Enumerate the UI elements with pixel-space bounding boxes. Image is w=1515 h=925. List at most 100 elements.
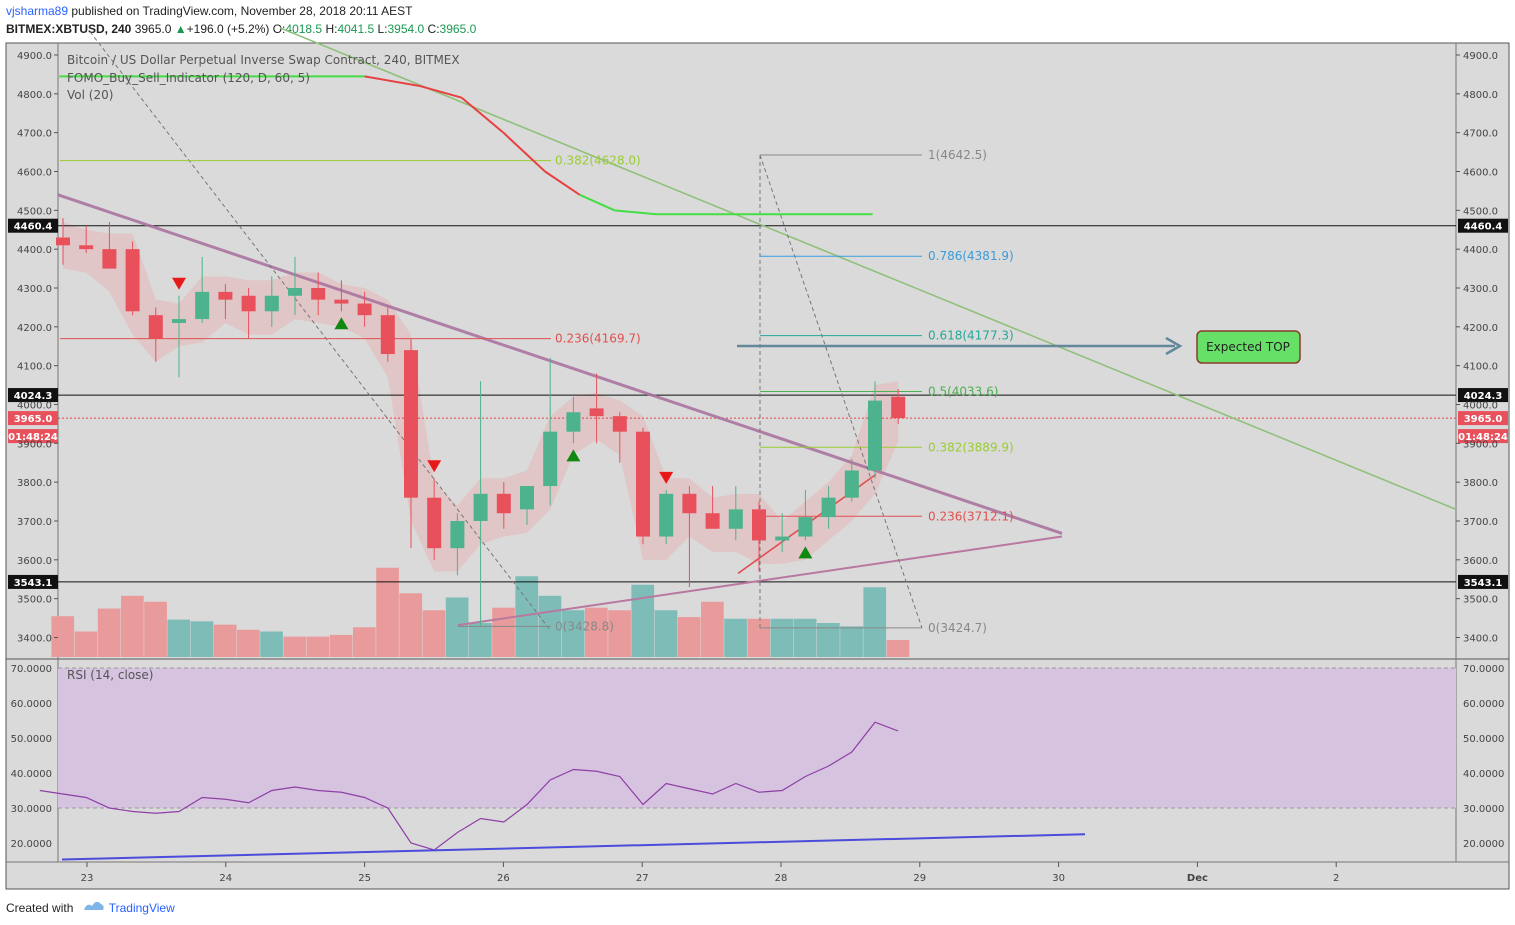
time-tick-label: 26 xyxy=(497,873,510,884)
volume-bar xyxy=(585,607,608,657)
volume-bar xyxy=(422,610,446,657)
long-trendline xyxy=(279,27,1457,511)
price-tick-label-left: 4500.0 xyxy=(17,206,52,217)
support-badge-bg xyxy=(1458,574,1508,589)
candle-body xyxy=(775,536,790,541)
time-tick-label: 2 xyxy=(1333,873,1339,884)
tradingview-logo-icon xyxy=(83,900,105,910)
candle-body xyxy=(636,431,650,537)
rsi-tick-label-right: 30.0000 xyxy=(1463,804,1504,815)
last-price: 3965.0 xyxy=(134,22,172,36)
price-tick-label-right: 4400.0 xyxy=(1463,245,1498,256)
candle-body xyxy=(218,291,233,300)
price-tick-label-left: 4400.0 xyxy=(17,245,52,256)
arrow-head-icon xyxy=(1165,336,1183,356)
candle-body xyxy=(589,408,604,417)
price-tick-label-right: 4700.0 xyxy=(1463,129,1498,140)
price-tick-label-right: 3700.0 xyxy=(1463,517,1498,528)
fib-level-label: 0.5(4033.6) xyxy=(928,384,998,398)
price-tick-label-left: 3800.0 xyxy=(17,478,52,489)
footer: Created with TradingView xyxy=(6,900,175,915)
candle-body xyxy=(125,249,140,312)
price-tick-label-left: 4100.0 xyxy=(17,362,52,373)
volume-bar xyxy=(74,631,98,657)
time-tick-label: 25 xyxy=(358,873,371,884)
publish-info: vjsharma89 published on TradingView.com,… xyxy=(6,4,412,18)
candle-body xyxy=(427,497,442,549)
candle-body xyxy=(404,350,418,498)
buy-signal-icon xyxy=(334,317,349,330)
fomo-line-segment xyxy=(419,85,463,99)
resistance-badge: 4024.3 xyxy=(14,391,53,402)
price-tick-label-right: 3900.0 xyxy=(1463,439,1498,450)
price-tick-label-right: 4800.0 xyxy=(1463,90,1498,101)
fib-level-label: 0.786(4381.9) xyxy=(928,249,1014,263)
ascending-trendline xyxy=(457,535,1063,627)
upper-level-badge-bg xyxy=(1458,218,1508,233)
candle-body xyxy=(891,396,906,419)
buy-signal-icon xyxy=(566,449,581,462)
price-tick-label-left: 4700.0 xyxy=(17,129,52,140)
fib-level-label: 0.382(4628.0) xyxy=(555,154,641,168)
volume-bar xyxy=(840,626,863,657)
volume-bar xyxy=(260,631,283,657)
candle-body xyxy=(195,291,210,320)
volume-bar xyxy=(677,617,701,657)
price-tick-label-left: 3900.0 xyxy=(17,439,52,450)
price-tick-label-right: 4600.0 xyxy=(1463,168,1498,179)
footer-brand-link[interactable]: TradingView xyxy=(108,901,175,915)
time-tick-label: Dec xyxy=(1187,873,1208,884)
fomo-line-segment xyxy=(364,75,421,88)
author-link[interactable]: vjsharma89 xyxy=(6,4,69,18)
volume-bar xyxy=(376,567,399,657)
rsi-tick-label-left: 20.0000 xyxy=(11,839,52,850)
open-label: O: xyxy=(272,22,286,36)
price-tick-label-left: 4200.0 xyxy=(17,323,52,334)
rsi-tick-label-left: 70.0000 xyxy=(11,664,52,675)
volume-bar xyxy=(770,618,794,657)
candle-body xyxy=(172,319,186,323)
countdown-badge-bg xyxy=(8,429,58,444)
symbol-label: BITMEX:XBTUSD, 240 xyxy=(6,22,132,36)
volume-bar xyxy=(631,584,655,657)
fib-level-label: 0(3424.7) xyxy=(928,621,987,635)
upper-level-badge-bg xyxy=(8,218,58,233)
volume-bar xyxy=(306,636,330,657)
volume-bar xyxy=(353,627,376,657)
volume-bar xyxy=(144,601,167,657)
rsi-tick-label-right: 60.0000 xyxy=(1463,699,1504,710)
support-badge-bg xyxy=(8,574,58,589)
current-price-badge: 3965.0 xyxy=(1464,414,1503,425)
sell-signal-icon xyxy=(659,471,674,484)
candle-body xyxy=(868,400,882,471)
candle-body xyxy=(357,303,372,316)
price-tick-label-left: 4800.0 xyxy=(17,90,52,101)
rsi-tick-label-right: 50.0000 xyxy=(1463,734,1504,745)
buy-signal-icon xyxy=(798,546,813,559)
close-label: C: xyxy=(427,22,440,36)
expected-top-callout[interactable]: Expected TOP xyxy=(1196,330,1301,364)
countdown-badge: 01:48:24 xyxy=(8,432,58,443)
candle-body xyxy=(752,509,766,541)
rsi-tick-label-left: 50.0000 xyxy=(11,734,52,745)
upper-level-badge: 4460.4 xyxy=(1464,222,1503,233)
price-tick-label-left: 3600.0 xyxy=(17,556,52,567)
candle-body xyxy=(798,517,813,537)
resistance-badge-bg xyxy=(1458,388,1508,403)
volume-bar xyxy=(654,610,678,657)
volume-bar xyxy=(515,576,539,657)
candle-body xyxy=(241,295,256,312)
fomo-line-segment xyxy=(544,170,581,196)
candle-body xyxy=(380,315,395,355)
price-tick-label-left: 4900.0 xyxy=(17,51,52,62)
price-tick-label-left: 3400.0 xyxy=(17,634,52,645)
support-badge: 3543.1 xyxy=(1464,578,1503,589)
expected-top-box xyxy=(1196,330,1301,364)
candle-body xyxy=(450,521,465,549)
candle-body xyxy=(56,237,70,246)
volume-bar xyxy=(97,608,121,657)
descending-trendline xyxy=(57,193,1063,535)
close-value: 3965.0 xyxy=(439,22,477,36)
price-tick-label-left: 3500.0 xyxy=(17,595,52,606)
